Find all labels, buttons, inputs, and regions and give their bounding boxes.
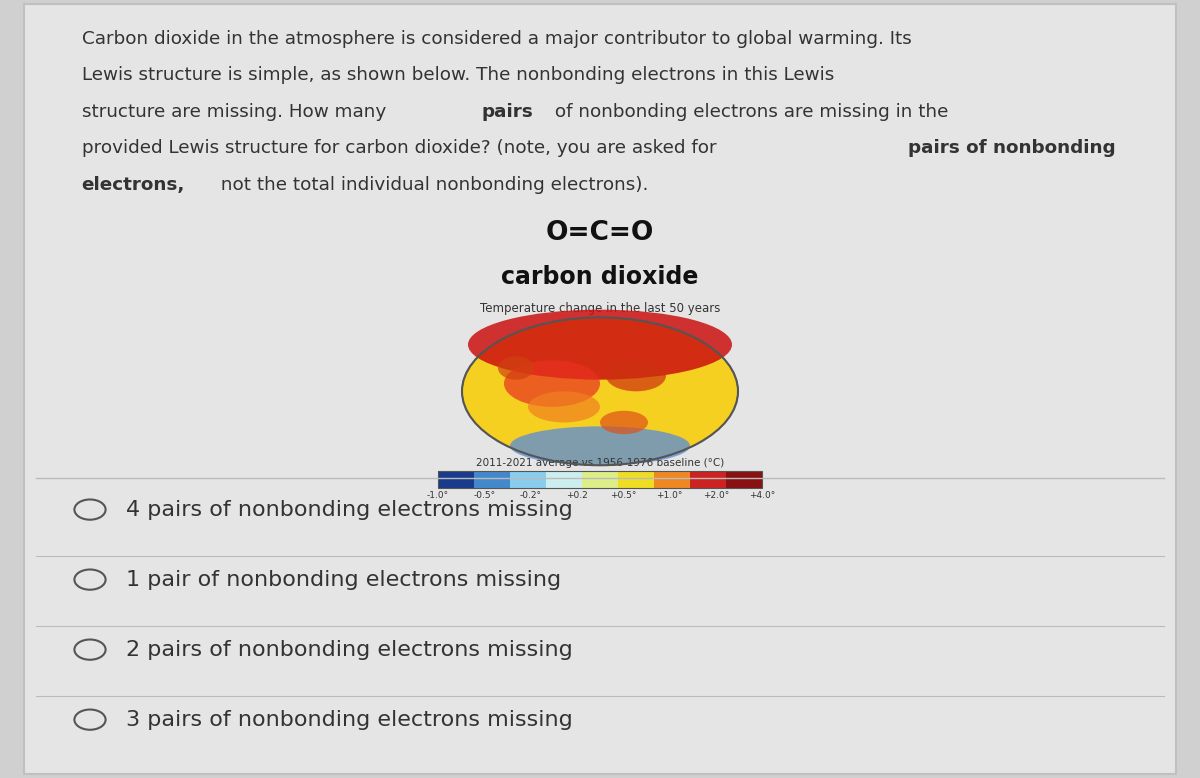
Text: O=C=O: O=C=O <box>546 220 654 246</box>
Bar <box>690 471 726 488</box>
Text: electrons,: electrons, <box>82 176 185 194</box>
Text: provided Lewis structure for carbon dioxide? (note, you are asked for: provided Lewis structure for carbon diox… <box>82 139 722 157</box>
Bar <box>582 471 618 488</box>
Text: -0.5°: -0.5° <box>473 491 496 500</box>
Bar <box>510 471 546 488</box>
Bar <box>546 471 582 488</box>
Bar <box>438 471 474 488</box>
Text: structure are missing. How many: structure are missing. How many <box>82 103 391 121</box>
Text: 2011-2021 average vs 1956-1976 baseline (°C): 2011-2021 average vs 1956-1976 baseline … <box>476 457 724 468</box>
Ellipse shape <box>468 310 732 380</box>
Text: Carbon dioxide in the atmosphere is considered a major contributor to global war: Carbon dioxide in the atmosphere is cons… <box>82 30 911 47</box>
Text: pairs: pairs <box>481 103 534 121</box>
Text: carbon dioxide: carbon dioxide <box>502 265 698 289</box>
Text: +2.0°: +2.0° <box>702 491 728 500</box>
Text: +0.5°: +0.5° <box>610 491 636 500</box>
Text: +4.0°: +4.0° <box>749 491 775 500</box>
Ellipse shape <box>606 360 666 391</box>
Bar <box>726 471 762 488</box>
Ellipse shape <box>510 426 690 465</box>
Bar <box>654 471 690 488</box>
Bar <box>618 471 654 488</box>
Text: -0.2°: -0.2° <box>520 491 541 500</box>
Text: of nonbonding electrons are missing in the: of nonbonding electrons are missing in t… <box>548 103 948 121</box>
FancyBboxPatch shape <box>24 4 1176 774</box>
Text: Lewis structure is simple, as shown below. The nonbonding electrons in this Lewi: Lewis structure is simple, as shown belo… <box>82 66 834 84</box>
Ellipse shape <box>462 317 738 465</box>
Bar <box>438 471 762 488</box>
Text: pairs of nonbonding: pairs of nonbonding <box>908 139 1116 157</box>
Text: not the total individual nonbonding electrons).: not the total individual nonbonding elec… <box>215 176 648 194</box>
Text: 3 pairs of nonbonding electrons missing: 3 pairs of nonbonding electrons missing <box>126 710 572 730</box>
Bar <box>474 471 510 488</box>
Text: +1.0°: +1.0° <box>656 491 683 500</box>
Text: -1.0°: -1.0° <box>427 491 449 500</box>
Text: 2 pairs of nonbonding electrons missing: 2 pairs of nonbonding electrons missing <box>126 640 572 660</box>
Ellipse shape <box>600 411 648 434</box>
Text: 4 pairs of nonbonding electrons missing: 4 pairs of nonbonding electrons missing <box>126 499 572 520</box>
Text: Temperature change in the last 50 years: Temperature change in the last 50 years <box>480 302 720 315</box>
Text: +0.2: +0.2 <box>566 491 588 500</box>
Text: 1 pair of nonbonding electrons missing: 1 pair of nonbonding electrons missing <box>126 569 562 590</box>
Ellipse shape <box>498 356 534 380</box>
Ellipse shape <box>504 360 600 407</box>
Ellipse shape <box>528 391 600 422</box>
